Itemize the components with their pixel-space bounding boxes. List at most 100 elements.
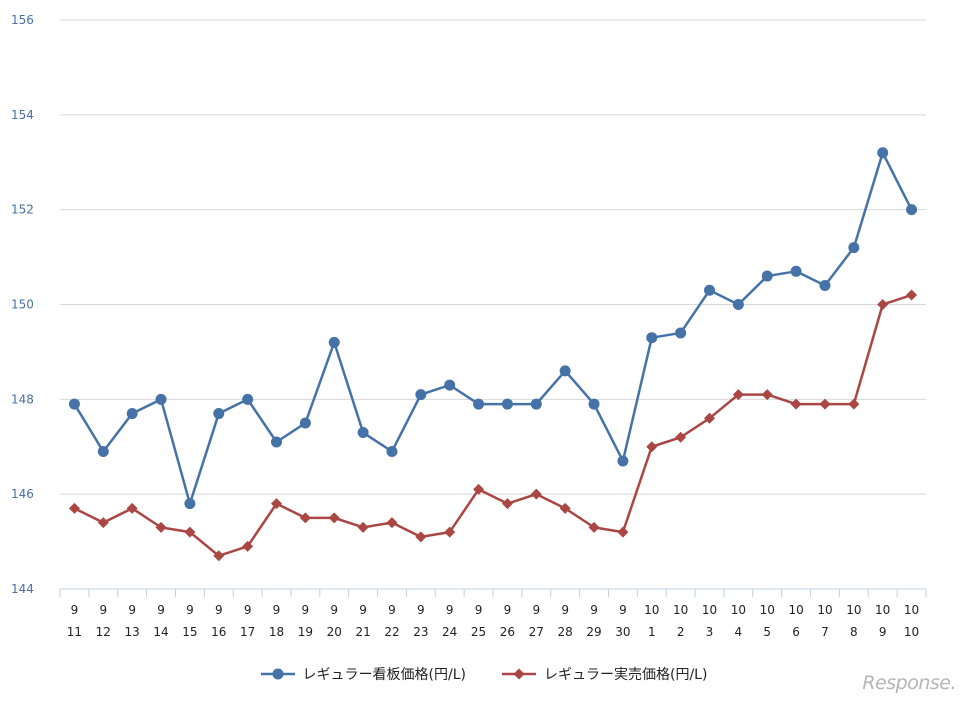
- x-tick-label-month: 9: [302, 603, 310, 617]
- data-point: [473, 398, 485, 410]
- data-point: [444, 379, 456, 391]
- data-point: [877, 147, 889, 159]
- data-point: [559, 502, 571, 514]
- data-point: [501, 398, 513, 410]
- data-point: [501, 498, 513, 510]
- x-tick-label-month: 10: [760, 603, 775, 617]
- data-point: [213, 550, 225, 562]
- data-point: [184, 526, 196, 538]
- data-point: [559, 365, 571, 377]
- x-tick-label-day: 3: [706, 625, 714, 639]
- x-tick-label-month: 9: [157, 603, 165, 617]
- x-tick-label-day: 27: [529, 625, 544, 639]
- x-tick-label-month: 9: [215, 603, 223, 617]
- data-point: [473, 483, 485, 495]
- legend-label: レギュラー看板価格(円/L): [302, 667, 466, 683]
- x-tick-label-day: 16: [211, 625, 226, 639]
- x-tick-label-month: 9: [619, 603, 627, 617]
- data-point: [675, 327, 687, 339]
- data-point: [790, 265, 802, 277]
- x-tick-label-month: 9: [417, 603, 425, 617]
- x-tick-label-month: 9: [128, 603, 136, 617]
- data-point: [790, 398, 802, 410]
- data-point: [588, 398, 600, 410]
- x-tick-label-day: 30: [615, 625, 630, 639]
- data-point: [184, 498, 196, 510]
- data-point: [299, 512, 311, 524]
- data-point: [242, 393, 254, 405]
- x-tick-label-month: 9: [475, 603, 483, 617]
- x-tick-label-day: 23: [413, 625, 428, 639]
- data-point: [819, 398, 831, 410]
- data-point: [328, 512, 340, 524]
- legend-item-2: レギュラー実売価格(円/L): [502, 664, 707, 684]
- data-point: [906, 289, 918, 301]
- data-point: [761, 389, 773, 401]
- data-point: [299, 417, 311, 429]
- x-tick-label-month: 10: [673, 603, 688, 617]
- x-tick-label-month: 10: [788, 603, 803, 617]
- data-point: [386, 517, 398, 529]
- x-tick-label-month: 10: [644, 603, 659, 617]
- x-tick-label-month: 9: [99, 603, 107, 617]
- x-tick-label-day: 12: [96, 625, 111, 639]
- data-point: [732, 299, 744, 310]
- x-tick-label-day: 13: [125, 625, 140, 639]
- x-tick-label-month: 9: [330, 603, 338, 617]
- data-point: [126, 408, 138, 420]
- x-tick-label-month: 9: [186, 603, 194, 617]
- x-tick-label-month: 10: [904, 603, 919, 617]
- data-point: [877, 299, 889, 310]
- x-tick-label-month: 9: [244, 603, 252, 617]
- gridlines: [60, 19, 926, 590]
- data-point: [357, 427, 369, 439]
- x-tick-label-day: 11: [67, 625, 82, 639]
- x-tick-label-day: 24: [442, 625, 457, 639]
- x-tick-label-day: 14: [153, 625, 168, 639]
- data-point: [97, 517, 109, 529]
- x-tick-label-day: 5: [763, 625, 771, 639]
- data-point: [328, 336, 340, 348]
- data-point: [646, 441, 658, 453]
- data-point: [155, 393, 167, 405]
- data-point: [357, 521, 369, 533]
- y-tick-label: 152: [11, 203, 34, 217]
- x-tick-label-month: 10: [875, 603, 890, 617]
- x-tick-label-day: 15: [182, 625, 197, 639]
- data-point: [819, 280, 831, 292]
- data-point: [761, 270, 773, 282]
- legend-item-1: レギュラー看板価格(円/L): [260, 664, 466, 684]
- x-tick-label-day: 22: [384, 625, 399, 639]
- data-point: [415, 389, 427, 401]
- x-tick-label-day: 20: [327, 625, 342, 639]
- x-tick-label-day: 18: [269, 625, 284, 639]
- x-tick-label-month: 10: [846, 603, 861, 617]
- x-tick-label-day: 10: [904, 625, 919, 639]
- legend-label: レギュラー実売価格(円/L): [544, 667, 708, 683]
- x-tick-label-month: 9: [446, 603, 454, 617]
- legend-circle-icon: [260, 668, 295, 680]
- x-tick-label-day: 26: [500, 625, 515, 639]
- y-tick-label: 144: [11, 582, 34, 596]
- data-point: [271, 498, 282, 510]
- data-point: [588, 521, 600, 533]
- legend-diamond-icon: [502, 668, 536, 680]
- series-layer: [68, 147, 918, 562]
- data-point: [675, 431, 687, 443]
- data-point: [68, 398, 80, 410]
- x-tick-label-month: 9: [532, 603, 540, 617]
- legend: レギュラー看板価格(円/L) レギュラー実売価格(円/L): [0, 662, 968, 686]
- x-tick-label-month: 9: [388, 603, 396, 617]
- x-tick-label-month: 9: [359, 603, 367, 617]
- x-tick-label-month: 9: [504, 603, 512, 617]
- data-point: [155, 521, 167, 533]
- x-tick-label-day: 29: [586, 625, 601, 639]
- y-tick-label: 146: [11, 487, 34, 501]
- data-point: [242, 540, 254, 552]
- y-tick-label: 156: [11, 13, 34, 27]
- y-tick-label: 150: [11, 298, 34, 312]
- data-point: [732, 389, 744, 401]
- x-tick-label-day: 4: [735, 625, 743, 639]
- data-point: [848, 242, 860, 254]
- data-point: [617, 455, 629, 467]
